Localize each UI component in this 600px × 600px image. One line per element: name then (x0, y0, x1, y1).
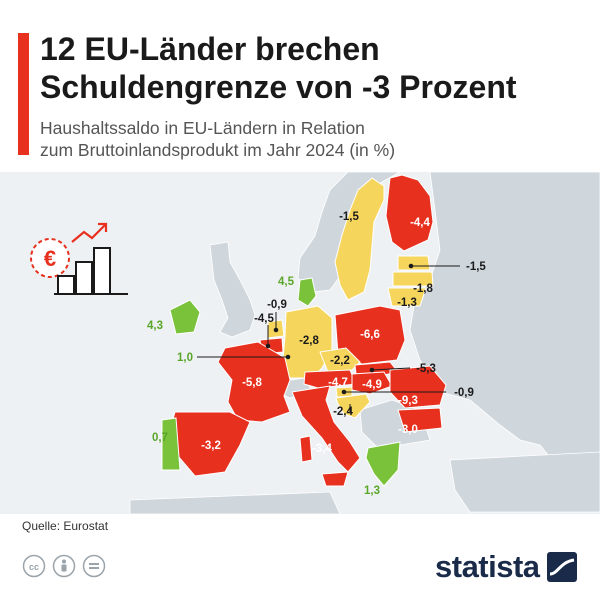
title-accent-bar (18, 33, 29, 155)
country-kroatien (335, 393, 371, 419)
eu-countries (161, 174, 447, 487)
icon-bar-1 (57, 275, 75, 295)
subtitle-line-1: Haushaltssaldo in EU-Ländern in Relation (40, 118, 365, 138)
label-finnland: -4,4 (410, 217, 430, 229)
label-leader-lines (197, 263, 460, 412)
title-line-1: 12 EU-Länder brechen (40, 31, 380, 67)
label-portugal: 0,7 (152, 432, 168, 444)
label-slowakei: -5,3 (416, 363, 436, 375)
label-luxemburg: 1,0 (177, 352, 193, 364)
country-oesterreich (303, 369, 357, 389)
label-litauen: -1,3 (397, 297, 417, 309)
turkey-shape (449, 451, 600, 513)
label-estland: -1,5 (466, 261, 486, 273)
country-griechenland (365, 441, 401, 487)
country-finnland (385, 174, 434, 252)
label-griechenland: 1,3 (364, 485, 380, 497)
country-portugal (161, 417, 181, 471)
leader-dot-slowakei (369, 367, 375, 373)
icon-bar-2 (75, 261, 93, 295)
label-frankreich: -5,8 (242, 377, 262, 389)
label-bulgarien: -3,0 (398, 424, 418, 436)
country-sardinien (299, 435, 313, 463)
trend-arrowhead-icon (98, 222, 108, 232)
label-tschechien: -2,2 (330, 355, 350, 367)
label-schweden: -1,5 (339, 211, 359, 223)
value-labels: -1,5 -4,4 -1,5 -1,8 -1,3 4,5 4,3 -0,9 -4… (147, 211, 486, 497)
equals-icon[interactable] (82, 554, 106, 578)
svg-text:cc: cc (29, 562, 39, 572)
country-daenemark (297, 277, 317, 307)
north-africa-shape (129, 491, 341, 514)
attribution-icon[interactable] (52, 554, 76, 578)
leader-dot-slowenien (341, 389, 347, 395)
source-note: Quelle: Eurostat (22, 519, 109, 533)
label-italien: -3,4 (312, 443, 332, 455)
euro-symbol-icon: € (44, 246, 56, 271)
leader-dot-niederlande (273, 327, 279, 333)
label-niederlande: -0,9 (267, 299, 287, 311)
leader-dot-belgien (265, 343, 271, 349)
page-title: 12 EU-Länder brechen Schuldengrenze von … (40, 30, 590, 106)
cc-icon[interactable]: cc (22, 554, 46, 578)
country-bulgarien (397, 407, 443, 433)
country-schweden (334, 177, 385, 301)
europe-budget-map: -1,5 -4,4 -1,5 -1,8 -1,3 4,5 4,3 -0,9 -4… (0, 172, 600, 514)
label-spanien: -3,2 (201, 440, 221, 452)
great-britain-shape (209, 241, 256, 338)
country-estland (397, 255, 431, 271)
subtitle: Haushaltssaldo in EU-Ländern in Relation… (40, 117, 580, 161)
title-line-2: Schuldengrenze von -3 Prozent (40, 69, 517, 105)
label-polen: -6,6 (360, 329, 380, 341)
label-daenemark: 4,5 (278, 276, 295, 288)
license-icons: cc (22, 554, 106, 580)
country-lettland (392, 271, 434, 287)
country-irland (169, 299, 201, 335)
trend-arrow-icon (71, 223, 107, 243)
country-sizilien (321, 471, 349, 487)
leader-dot-luxemburg (285, 354, 291, 360)
label-lettland: -1,8 (413, 283, 433, 295)
euro-coin-icon (30, 238, 70, 278)
icon-bar-3 (93, 247, 111, 295)
label-oesterreich: -4,7 (328, 377, 348, 389)
country-litauen (387, 287, 427, 307)
leader-dot-estland (408, 263, 414, 269)
statista-mark-icon (546, 552, 577, 582)
label-kroatien: -2,4 (333, 406, 353, 418)
statista-logo[interactable]: statista (435, 549, 577, 585)
euro-growth-chart-icon: € (30, 222, 128, 295)
label-belgien: -4,5 (254, 313, 274, 325)
label-ungarn: -4,9 (362, 379, 382, 391)
label-slowenien: -0,9 (454, 387, 474, 399)
brand-wordmark: statista (435, 549, 540, 584)
label-rumaenien: -9,3 (398, 395, 418, 407)
subtitle-line-2: zum Bruttoinlandsprodukt im Jahr 2024 (i… (40, 140, 396, 160)
country-italien (291, 385, 361, 473)
label-deutschland: -2,8 (299, 335, 319, 347)
country-frankreich (217, 341, 291, 423)
leader-slowakei (371, 367, 411, 371)
label-irland: 4,3 (147, 320, 163, 332)
